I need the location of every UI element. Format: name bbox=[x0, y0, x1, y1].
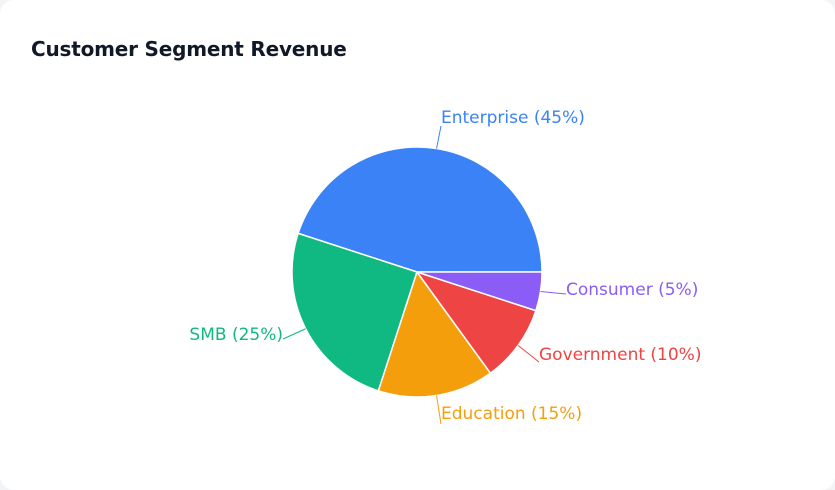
pie-slice-education[interactable] bbox=[377, 271, 492, 398]
chart-title: Customer Segment Revenue bbox=[31, 37, 347, 61]
slice-label-education: Education (15%) bbox=[441, 404, 582, 424]
leader-line-education bbox=[436, 395, 442, 425]
leader-line-smb bbox=[282, 328, 306, 340]
pie-slice-enterprise[interactable] bbox=[297, 146, 543, 273]
slice-label-enterprise: Enterprise (45%) bbox=[441, 108, 585, 128]
pie-slice-consumer[interactable] bbox=[416, 271, 543, 312]
leader-line-enterprise bbox=[436, 125, 442, 149]
pie-slice-smb[interactable] bbox=[291, 232, 418, 392]
pie-slice-government[interactable] bbox=[416, 271, 537, 374]
slice-label-consumer: Consumer (5%) bbox=[566, 280, 698, 300]
leader-line-government bbox=[517, 345, 540, 363]
slice-label-smb: SMB (25%) bbox=[189, 325, 283, 345]
leader-line-consumer bbox=[540, 291, 567, 295]
slice-label-government: Government (10%) bbox=[539, 345, 701, 365]
